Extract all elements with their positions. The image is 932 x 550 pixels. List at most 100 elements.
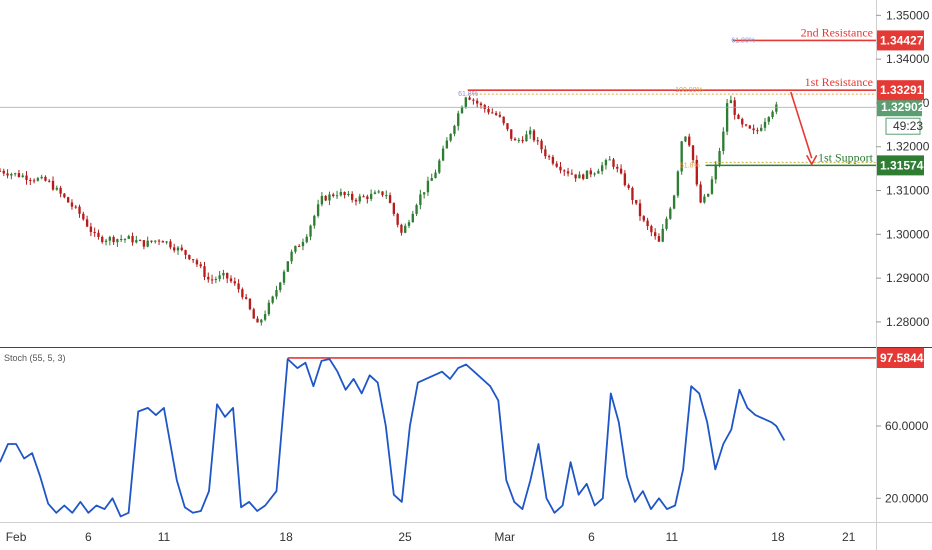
candle-body bbox=[400, 224, 403, 233]
candle-body bbox=[513, 138, 517, 141]
candle-body bbox=[10, 174, 13, 176]
candle-body bbox=[536, 140, 539, 142]
candle-body bbox=[445, 140, 449, 149]
candle-body bbox=[131, 235, 134, 243]
indicator-name: Stoch (55, 5, 3) bbox=[4, 353, 66, 363]
time-tick-label: 21 bbox=[842, 530, 856, 544]
candle-body bbox=[305, 236, 308, 243]
candle-body bbox=[411, 213, 414, 223]
candle-body bbox=[279, 282, 282, 291]
candle-body bbox=[714, 164, 717, 180]
current-price-value: 1.32902 bbox=[881, 100, 925, 114]
level-price-value: 1.33291 bbox=[880, 83, 924, 97]
candle-body bbox=[362, 196, 365, 198]
candle-body bbox=[248, 298, 252, 310]
candle-body bbox=[661, 228, 664, 242]
candle-body bbox=[263, 314, 267, 320]
candle-body bbox=[120, 239, 123, 241]
candle-body bbox=[695, 159, 698, 185]
candle-body bbox=[506, 123, 509, 130]
candle-body bbox=[112, 237, 115, 243]
candle-body bbox=[381, 191, 384, 196]
candle-body bbox=[407, 222, 411, 226]
candle-body bbox=[532, 130, 536, 141]
candle-body bbox=[415, 205, 418, 214]
candle-body bbox=[335, 195, 339, 197]
candle-body bbox=[479, 103, 483, 106]
candle-body bbox=[339, 192, 343, 196]
oscillator-level-badge bbox=[877, 347, 924, 368]
candle-body bbox=[722, 131, 725, 152]
candle-body bbox=[672, 195, 676, 209]
candle-body bbox=[343, 192, 346, 196]
candle-body bbox=[464, 97, 467, 108]
candle-body bbox=[21, 175, 24, 177]
candle-body bbox=[332, 194, 335, 197]
candle-body bbox=[703, 196, 706, 203]
candle-body bbox=[13, 173, 17, 175]
candle-body bbox=[320, 195, 324, 205]
candle-body bbox=[294, 245, 297, 252]
candle-body bbox=[612, 159, 615, 167]
candle-body bbox=[290, 251, 293, 262]
candle-body bbox=[101, 236, 104, 243]
price-tick-label: 1.29000 bbox=[886, 271, 930, 285]
candle-body bbox=[680, 141, 683, 172]
level-label: 1st Support bbox=[818, 150, 874, 164]
candle-body bbox=[422, 192, 426, 195]
candle-body bbox=[135, 240, 138, 243]
candle-body bbox=[657, 236, 661, 242]
candle-body bbox=[756, 130, 759, 132]
candle-body bbox=[498, 114, 502, 117]
candle-body bbox=[6, 173, 9, 176]
candle-body bbox=[699, 184, 702, 203]
candle-body bbox=[419, 194, 422, 206]
candle-body bbox=[63, 193, 66, 198]
candle-body bbox=[366, 196, 369, 199]
candle-body bbox=[388, 195, 392, 204]
candle-body bbox=[191, 259, 195, 261]
candle-body bbox=[441, 148, 445, 161]
time-tick-label: Feb bbox=[6, 530, 27, 544]
candle-body bbox=[669, 208, 672, 219]
candle-body bbox=[434, 172, 437, 179]
candle-body bbox=[529, 130, 532, 135]
level-label: 2nd Resistance bbox=[801, 25, 873, 39]
candle-body bbox=[551, 156, 555, 164]
candle-body bbox=[707, 193, 710, 197]
candle-body bbox=[150, 240, 153, 242]
price-tick-label: 1.34000 bbox=[886, 52, 930, 66]
candle-body bbox=[165, 241, 168, 243]
candle-body bbox=[252, 309, 255, 319]
fib-label: 100.00% bbox=[675, 87, 703, 94]
oscillator-level-value: 97.5844 bbox=[880, 351, 924, 365]
candle-body bbox=[631, 187, 634, 201]
countdown-value: 49:23 bbox=[893, 119, 923, 133]
candle-body bbox=[142, 240, 146, 247]
price-tick-label: 1.28000 bbox=[886, 315, 930, 329]
candle-body bbox=[48, 180, 51, 182]
candle-body bbox=[161, 241, 165, 243]
projection-arrow-head bbox=[806, 154, 818, 166]
oscillator-tick-label: 20.0000 bbox=[885, 491, 929, 505]
candle-body bbox=[214, 279, 218, 281]
candle-body bbox=[547, 156, 551, 158]
candle-body bbox=[555, 163, 558, 167]
time-tick-label: Mar bbox=[494, 530, 515, 544]
candle-body bbox=[396, 213, 399, 225]
candle-body bbox=[173, 247, 176, 251]
candle-body bbox=[752, 128, 755, 131]
candle-body bbox=[468, 97, 471, 100]
candle-body bbox=[487, 108, 490, 113]
candle-body bbox=[25, 175, 28, 180]
candle-body bbox=[146, 240, 149, 247]
candle-body bbox=[578, 174, 581, 179]
candle-body bbox=[763, 121, 767, 128]
candle-body bbox=[157, 240, 161, 242]
candle-body bbox=[328, 194, 331, 201]
candle-body bbox=[748, 125, 752, 129]
candle-body bbox=[82, 213, 85, 220]
candle-body bbox=[286, 261, 289, 272]
candle-body bbox=[604, 160, 608, 166]
